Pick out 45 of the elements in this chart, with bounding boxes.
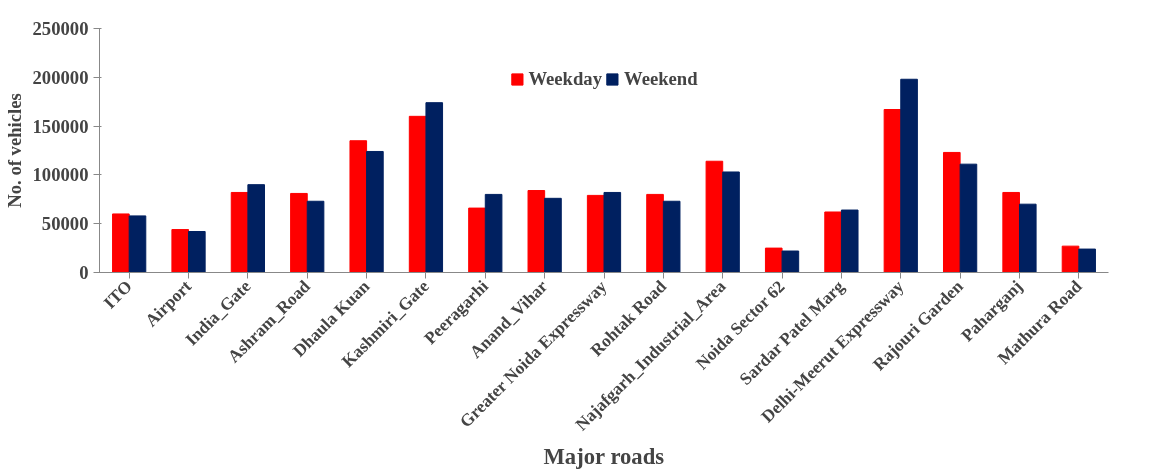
bar bbox=[230, 191, 249, 273]
bar bbox=[943, 151, 961, 273]
bar bbox=[1018, 203, 1037, 273]
y-tick-label: 100000 bbox=[32, 164, 89, 186]
legend-label: Weekday bbox=[528, 68, 602, 90]
bar bbox=[586, 194, 605, 273]
bar bbox=[306, 200, 325, 273]
bar bbox=[366, 150, 384, 273]
bar bbox=[408, 115, 427, 273]
bar bbox=[527, 190, 546, 273]
bar bbox=[1078, 248, 1096, 273]
bar bbox=[646, 193, 664, 273]
y-tick-label: 50000 bbox=[41, 213, 89, 235]
bar bbox=[349, 140, 368, 273]
bar bbox=[824, 211, 842, 273]
bar bbox=[544, 197, 562, 273]
bar bbox=[290, 192, 308, 273]
bar bbox=[484, 193, 503, 273]
bar bbox=[112, 213, 130, 273]
x-tick-label: ITO bbox=[100, 276, 136, 313]
bar bbox=[662, 200, 681, 273]
bar bbox=[603, 191, 622, 273]
bar bbox=[247, 184, 265, 273]
bar bbox=[171, 229, 190, 273]
y-tick-label: 250000 bbox=[32, 18, 89, 39]
bar bbox=[128, 215, 147, 273]
bar bbox=[722, 171, 740, 273]
y-tick-label: 0 bbox=[79, 262, 89, 283]
bar bbox=[764, 247, 783, 273]
x-axis-title: Major roads bbox=[543, 443, 665, 469]
bar bbox=[468, 207, 486, 273]
bar bbox=[1002, 191, 1020, 273]
y-axis-title: No. of vehicles bbox=[3, 93, 25, 208]
bar bbox=[1061, 245, 1080, 273]
bar bbox=[705, 160, 724, 273]
bar bbox=[840, 209, 859, 273]
bar bbox=[959, 163, 978, 273]
legend-label: Weekend bbox=[624, 68, 698, 90]
bar bbox=[425, 102, 444, 273]
y-tick-label: 200000 bbox=[32, 66, 89, 88]
bar bbox=[781, 250, 800, 273]
bar bbox=[188, 231, 206, 273]
bar bbox=[883, 109, 902, 273]
y-tick-label: 150000 bbox=[32, 115, 89, 137]
bar bbox=[900, 78, 918, 273]
